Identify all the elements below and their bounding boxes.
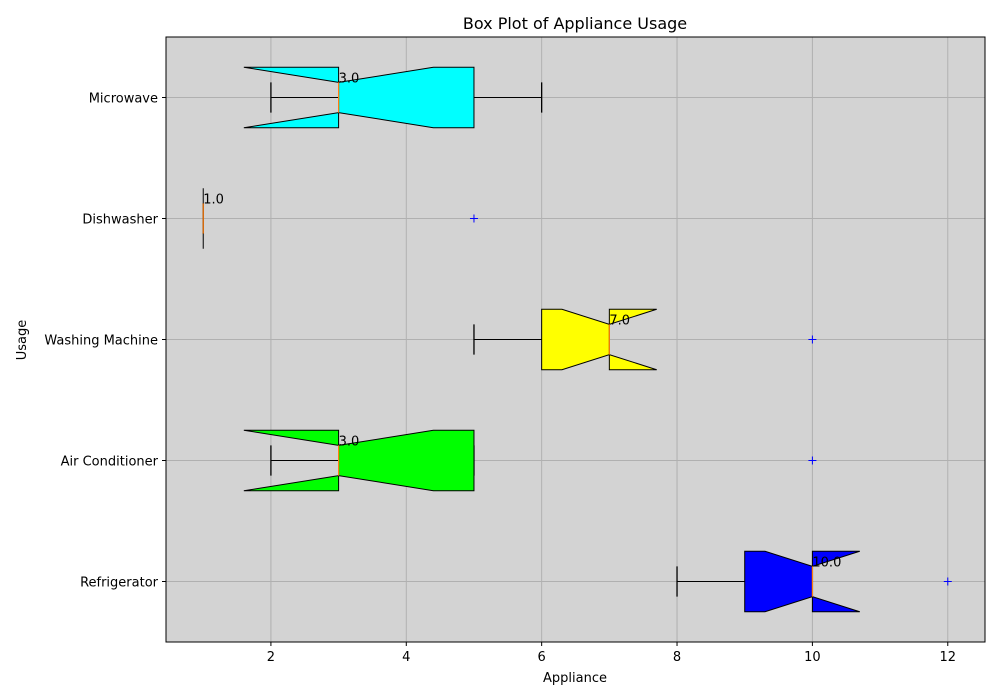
median-label: 3.0 bbox=[339, 72, 360, 87]
outlier-point bbox=[943, 577, 952, 586]
x-axis-label: Appliance bbox=[543, 671, 607, 686]
outlier-point bbox=[469, 214, 478, 223]
y-tick-label: Refrigerator bbox=[80, 576, 159, 591]
box-microwave bbox=[243, 66, 475, 129]
y-tick-label: Washing Machine bbox=[44, 334, 158, 349]
box-refrigerator bbox=[744, 550, 860, 613]
x-tick-label: 8 bbox=[673, 650, 681, 665]
axis-layer: 2 4 6 8 10 12 Refrigerator Air Conditioner Washi… bbox=[44, 92, 956, 666]
box-air-conditioner bbox=[243, 429, 475, 492]
marks-layer: 10.0 3.0 7.0 1.0 3.0 bbox=[202, 66, 952, 613]
median-label: 7.0 bbox=[609, 314, 630, 329]
y-tick-label: Air Conditioner bbox=[61, 455, 159, 470]
x-tick-label: 10 bbox=[804, 650, 821, 665]
median-label: 3.0 bbox=[339, 435, 360, 450]
median-label: 10.0 bbox=[812, 556, 841, 571]
x-tick-label: 12 bbox=[939, 650, 956, 665]
x-tick-label: 6 bbox=[538, 650, 546, 665]
y-tick-label: Microwave bbox=[89, 92, 158, 107]
x-tick-label: 2 bbox=[267, 650, 275, 665]
outlier-point bbox=[808, 456, 817, 465]
box-washing-machine bbox=[541, 308, 657, 371]
median-label: 1.0 bbox=[203, 193, 224, 208]
chart-title: Box Plot of Appliance Usage bbox=[463, 14, 687, 33]
y-axis-label: Usage bbox=[15, 320, 30, 361]
y-tick-label: Dishwasher bbox=[82, 213, 158, 228]
x-tick-label: 4 bbox=[402, 650, 410, 665]
outlier-point bbox=[808, 335, 817, 344]
